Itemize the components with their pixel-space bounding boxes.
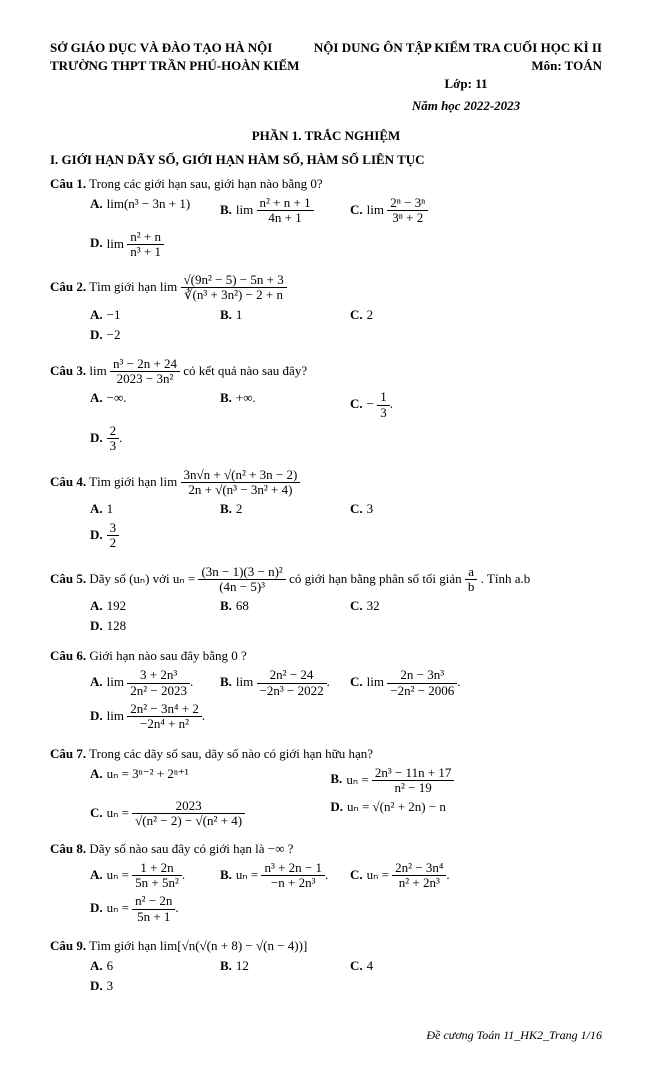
subject: Môn: TOÁN (531, 58, 602, 74)
question-5: Câu 5. Dãy số (uₙ) với uₙ = (3n − 1)(3 −… (50, 565, 602, 595)
page-footer: Đề cương Toán 11_HK2_Trang 1/16 (50, 1028, 602, 1043)
q4-C: C.3 (350, 501, 470, 517)
q1-label: Câu 1. (50, 176, 86, 191)
q7-options: A.uₙ = 3ⁿ⁻² + 2ⁿ⁺¹ B.uₙ = 2n³ − 11n + 17… (90, 766, 602, 833)
q6-text: Giới hạn nào sau đây bằng 0 ? (89, 648, 246, 663)
q5-B: B.68 (220, 598, 340, 614)
q5-A: A.192 (90, 598, 210, 614)
dept: SỞ GIÁO DỤC VÀ ĐÀO TẠO HÀ NỘI (50, 40, 272, 56)
q2-C: C.2 (350, 307, 470, 323)
school: TRƯỜNG THPT TRẦN PHÚ-HOÀN KIẾM (50, 58, 299, 74)
q9-B: B.12 (220, 958, 340, 974)
question-3: Câu 3. lim n³ − 2n + 242023 − 3n² có kết… (50, 357, 602, 387)
q8-text: Dãy số nào sau đây có giới hạn là −∞ ? (89, 841, 293, 856)
q6-label: Câu 6. (50, 648, 86, 663)
q8-C: C.uₙ = 2n² − 3n⁴n² + 2n³. (350, 861, 470, 891)
year: Năm học 2022-2023 (330, 98, 602, 114)
q9-C: C.4 (350, 958, 470, 974)
q4-B: B.2 (220, 501, 340, 517)
q3-label: Câu 3. (50, 363, 86, 378)
q3-C: C.− 13. (350, 390, 470, 420)
question-2: Câu 2. Tìm giới hạn lim √(9n² − 5) − 5n … (50, 273, 602, 303)
q7-label: Câu 7. (50, 746, 86, 761)
q9-A: A.6 (90, 958, 210, 974)
q8-options: A.uₙ = 1 + 2n5n + 5n². B.uₙ = n³ + 2n − … (90, 861, 602, 928)
q4-label: Câu 4. (50, 473, 86, 488)
q8-label: Câu 8. (50, 841, 86, 856)
q3-B: B.+∞. (220, 390, 340, 420)
header-row-1: SỞ GIÁO DỤC VÀ ĐÀO TẠO HÀ NỘI NỘI DUNG Ô… (50, 40, 602, 56)
q1-C: C.lim 2ⁿ − 3ⁿ3ⁿ + 2 (350, 196, 470, 226)
q7-A: A.uₙ = 3ⁿ⁻² + 2ⁿ⁺¹ (90, 766, 320, 796)
q8-D: D.uₙ = n² − 2n5n + 1. (90, 894, 210, 924)
question-6: Câu 6. Giới hạn nào sau đây bằng 0 ? (50, 648, 602, 664)
q4-options: A.1 B.2 C.3 D.32 (90, 501, 602, 555)
q4-text: Tìm giới hạn lim (89, 473, 177, 488)
q7-D: D.uₙ = √(n² + 2n) − n (330, 799, 560, 829)
q9-label: Câu 9. (50, 938, 86, 953)
q2-D: D.−2 (90, 327, 210, 343)
q1-D: D.lim n² + nn³ + 1 (90, 230, 210, 260)
q6-C: C.lim 2n − 3n³−2n² − 2006. (350, 668, 470, 698)
q1-options: A.lim(n³ − 3n + 1) B.lim n² + n + 14n + … (90, 196, 602, 263)
q3-A: A.−∞. (90, 390, 210, 420)
q7-text: Trong các dãy số sau, dãy số nào có giới… (89, 746, 373, 761)
q9-D: D.3 (90, 978, 210, 994)
q1-A: A.lim(n³ − 3n + 1) (90, 196, 210, 226)
q7-C: C.uₙ = 2023√(n² − 2) − √(n² + 4) (90, 799, 320, 829)
question-9: Câu 9. Tìm giới hạn lim[√n(√(n + 8) − √(… (50, 938, 602, 954)
q5-label: Câu 5. (50, 571, 86, 586)
q7-B: B.uₙ = 2n³ − 11n + 17n² − 19 (330, 766, 560, 796)
q2-options: A.−1 B.1 C.2 D.−2 (90, 307, 602, 347)
header-row-2: TRƯỜNG THPT TRẦN PHÚ-HOÀN KIẾM Môn: TOÁN (50, 58, 602, 74)
q3-text: có kết quả nào sau đây? (183, 363, 307, 378)
q9-text: Tìm giới hạn lim[√n(√(n + 8) − √(n − 4))… (89, 938, 307, 953)
q3-options: A.−∞. B.+∞. C.− 13. D.23. (90, 390, 602, 457)
q8-A: A.uₙ = 1 + 2n5n + 5n². (90, 861, 210, 891)
q6-D: D.lim 2n² − 3n⁴ + 2−2n⁴ + n². (90, 702, 210, 732)
q5-text1: Dãy số (uₙ) với uₙ = (89, 571, 198, 586)
q2-B: B.1 (220, 307, 340, 323)
q9-options: A.6 B.12 C.4 D.3 (90, 958, 602, 998)
question-4: Câu 4. Tìm giới hạn lim 3n√n + √(n² + 3n… (50, 468, 602, 498)
doc-title: NỘI DUNG ÔN TẬP KIỂM TRA CUỐI HỌC KÌ II (314, 40, 602, 56)
q4-D: D.32 (90, 521, 210, 551)
q5-D: D.128 (90, 618, 210, 634)
q5-text2: có giới hạn bằng phân số tối giản (289, 571, 465, 586)
question-8: Câu 8. Dãy số nào sau đây có giới hạn là… (50, 841, 602, 857)
q6-B: B.lim 2n² − 24−2n³ − 2022. (220, 668, 340, 698)
q3-D: D.23. (90, 424, 210, 454)
q8-B: B.uₙ = n³ + 2n − 1−n + 2n³. (220, 861, 340, 891)
q5-text3: . Tính a.b (481, 571, 531, 586)
q1-B: B.lim n² + n + 14n + 1 (220, 196, 340, 226)
q6-A: A.lim 3 + 2n³2n² − 2023. (90, 668, 210, 698)
q1-text: Trong các giới hạn sau, giới hạn nào bằn… (89, 176, 323, 191)
question-7: Câu 7. Trong các dãy số sau, dãy số nào … (50, 746, 602, 762)
part1-title: PHẦN 1. TRẮC NGHIỆM (50, 128, 602, 144)
q4-A: A.1 (90, 501, 210, 517)
question-1: Câu 1. Trong các giới hạn sau, giới hạn … (50, 176, 602, 192)
q2-A: A.−1 (90, 307, 210, 323)
q5-C: C.32 (350, 598, 470, 614)
section1-title: I. GIỚI HẠN DÃY SỐ, GIỚI HẠN HÀM SỐ, HÀM… (50, 152, 602, 168)
q5-options: A.192 B.68 C.32 D.128 (90, 598, 602, 638)
q2-label: Câu 2. (50, 279, 86, 294)
grade: Lớp: 11 (330, 76, 602, 92)
q2-text: Tìm giới hạn lim (89, 279, 177, 294)
q6-options: A.lim 3 + 2n³2n² − 2023. B.lim 2n² − 24−… (90, 668, 602, 735)
